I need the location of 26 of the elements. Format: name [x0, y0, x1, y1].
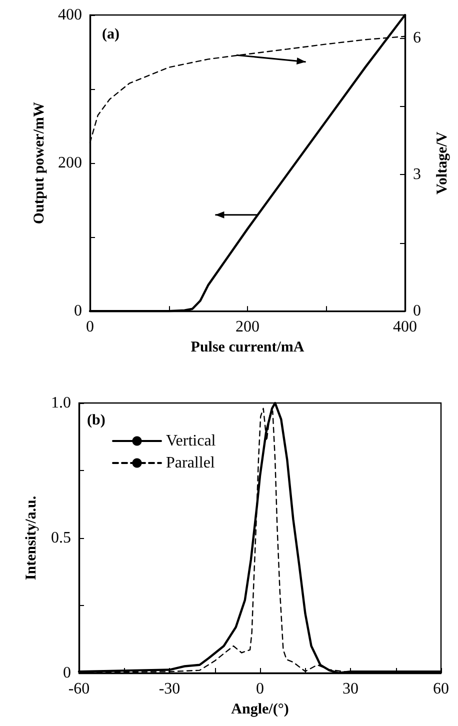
y2-tick-label: 6	[413, 29, 421, 46]
y-tick-label: 0	[63, 664, 71, 682]
x-tick-label: 0	[86, 318, 94, 336]
y2-axis-title: Voltage/V	[434, 131, 450, 194]
x-tick-label: 30	[342, 680, 358, 698]
x-tick-label: 400	[393, 318, 417, 336]
x-tick-label: 60	[433, 680, 449, 698]
y-tick-label: 0.5	[51, 530, 71, 546]
x-axis-title: Angle/(°)	[231, 701, 289, 718]
y-axis-title: Output power/mW	[32, 102, 48, 224]
legend-label: Vertical	[166, 432, 216, 450]
y-tick-label: 1.0	[51, 394, 71, 412]
annotation: (a)	[102, 26, 120, 42]
x-tick-label: -30	[158, 680, 180, 698]
y2-tick-label: 0	[413, 302, 421, 320]
y-axis-title: Intensity/a.u.	[24, 496, 40, 580]
y-tick-label: 200	[58, 154, 82, 172]
x-axis-title: Pulse current/mA	[190, 340, 304, 356]
legend-label: Parallel	[166, 454, 216, 472]
annotation: (b)	[87, 412, 106, 428]
y2-tick-label: 3	[413, 166, 421, 183]
y-tick-label: 0	[74, 302, 82, 320]
y-tick-label: 400	[58, 6, 82, 24]
x-tick-label: 200	[236, 318, 260, 336]
x-tick-label: 0	[256, 680, 264, 698]
x-tick-label: -60	[68, 680, 90, 698]
